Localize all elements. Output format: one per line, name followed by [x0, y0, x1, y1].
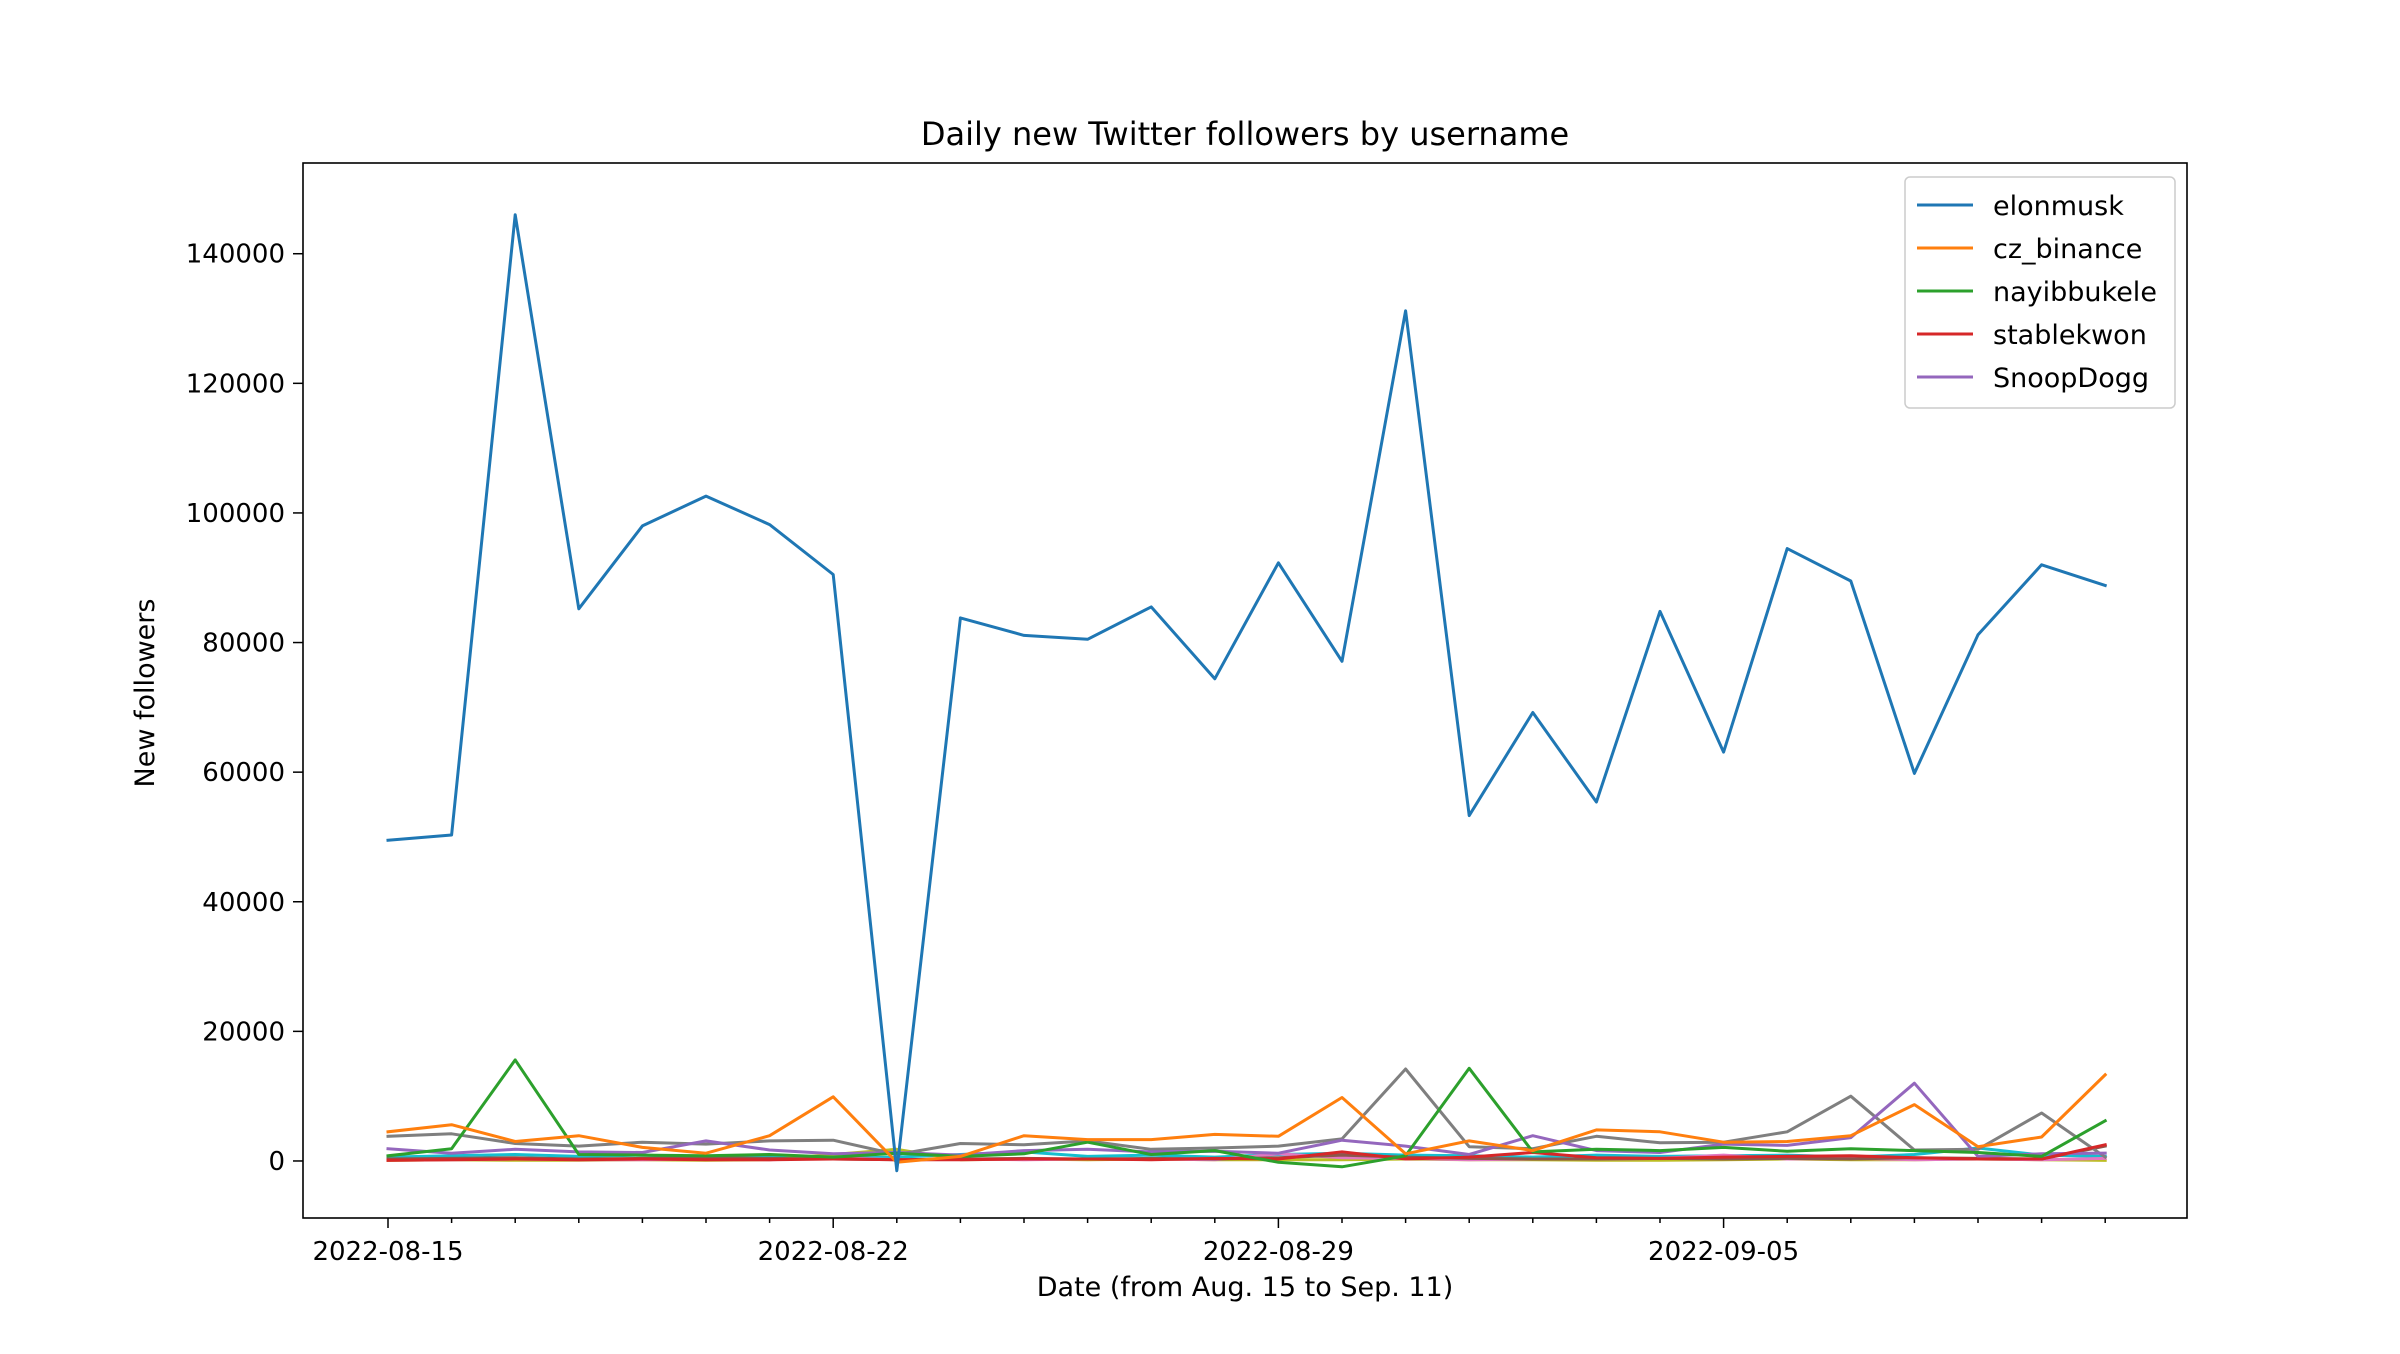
- y-tick-label: 40000: [202, 888, 285, 918]
- y-tick-label: 60000: [202, 758, 285, 788]
- legend-label-SnoopDogg: SnoopDogg: [1993, 363, 2149, 394]
- y-tick-label: 20000: [202, 1017, 285, 1047]
- legend-label-elonmusk: elonmusk: [1993, 191, 2124, 222]
- y-tick-label: 0: [268, 1147, 285, 1177]
- series-line-cz_binance: [386, 1072, 2108, 1164]
- y-tick-label: 80000: [202, 629, 285, 659]
- x-tick-label: 2022-08-22: [758, 1237, 909, 1267]
- series-line-unlabeled-5: [386, 1067, 2108, 1160]
- y-tick-label: 120000: [186, 369, 285, 399]
- x-tick-label: 2022-08-29: [1203, 1237, 1354, 1267]
- axes-frame: [302, 162, 2188, 1219]
- series-line-SnoopDogg: [386, 1081, 2107, 1158]
- y-axis-label: New followers: [130, 599, 161, 788]
- series-line-elonmusk: [386, 213, 2108, 1173]
- x-axis-label: Date (from Aug. 15 to Sep. 11): [1037, 1272, 1454, 1303]
- legend-label-nayibbukele: nayibbukele: [1993, 277, 2157, 308]
- x-tick-label: 2022-08-15: [312, 1237, 463, 1267]
- legend-box: [1904, 176, 2176, 409]
- chart-title: Daily new Twitter followers by username: [921, 115, 1569, 153]
- legend-label-cz_binance: cz_binance: [1993, 234, 2142, 265]
- series-line-stablekwon: [386, 1143, 2107, 1162]
- axes: 2022-08-15 2022-08-22 2022-08-29 2022-09-05…: [186, 162, 2188, 1267]
- series-line-nayibbukele: [386, 1058, 2108, 1169]
- legend: elonmusk cz_binance nayibbukele stablekwon S…: [1904, 176, 2176, 409]
- legend-label-stablekwon: stablekwon: [1993, 320, 2147, 351]
- x-tick-label: 2022-09-05: [1648, 1237, 1799, 1267]
- plot-area: [386, 213, 2108, 1173]
- y-tick-label: 100000: [186, 499, 285, 529]
- y-tick-label: 140000: [186, 240, 285, 270]
